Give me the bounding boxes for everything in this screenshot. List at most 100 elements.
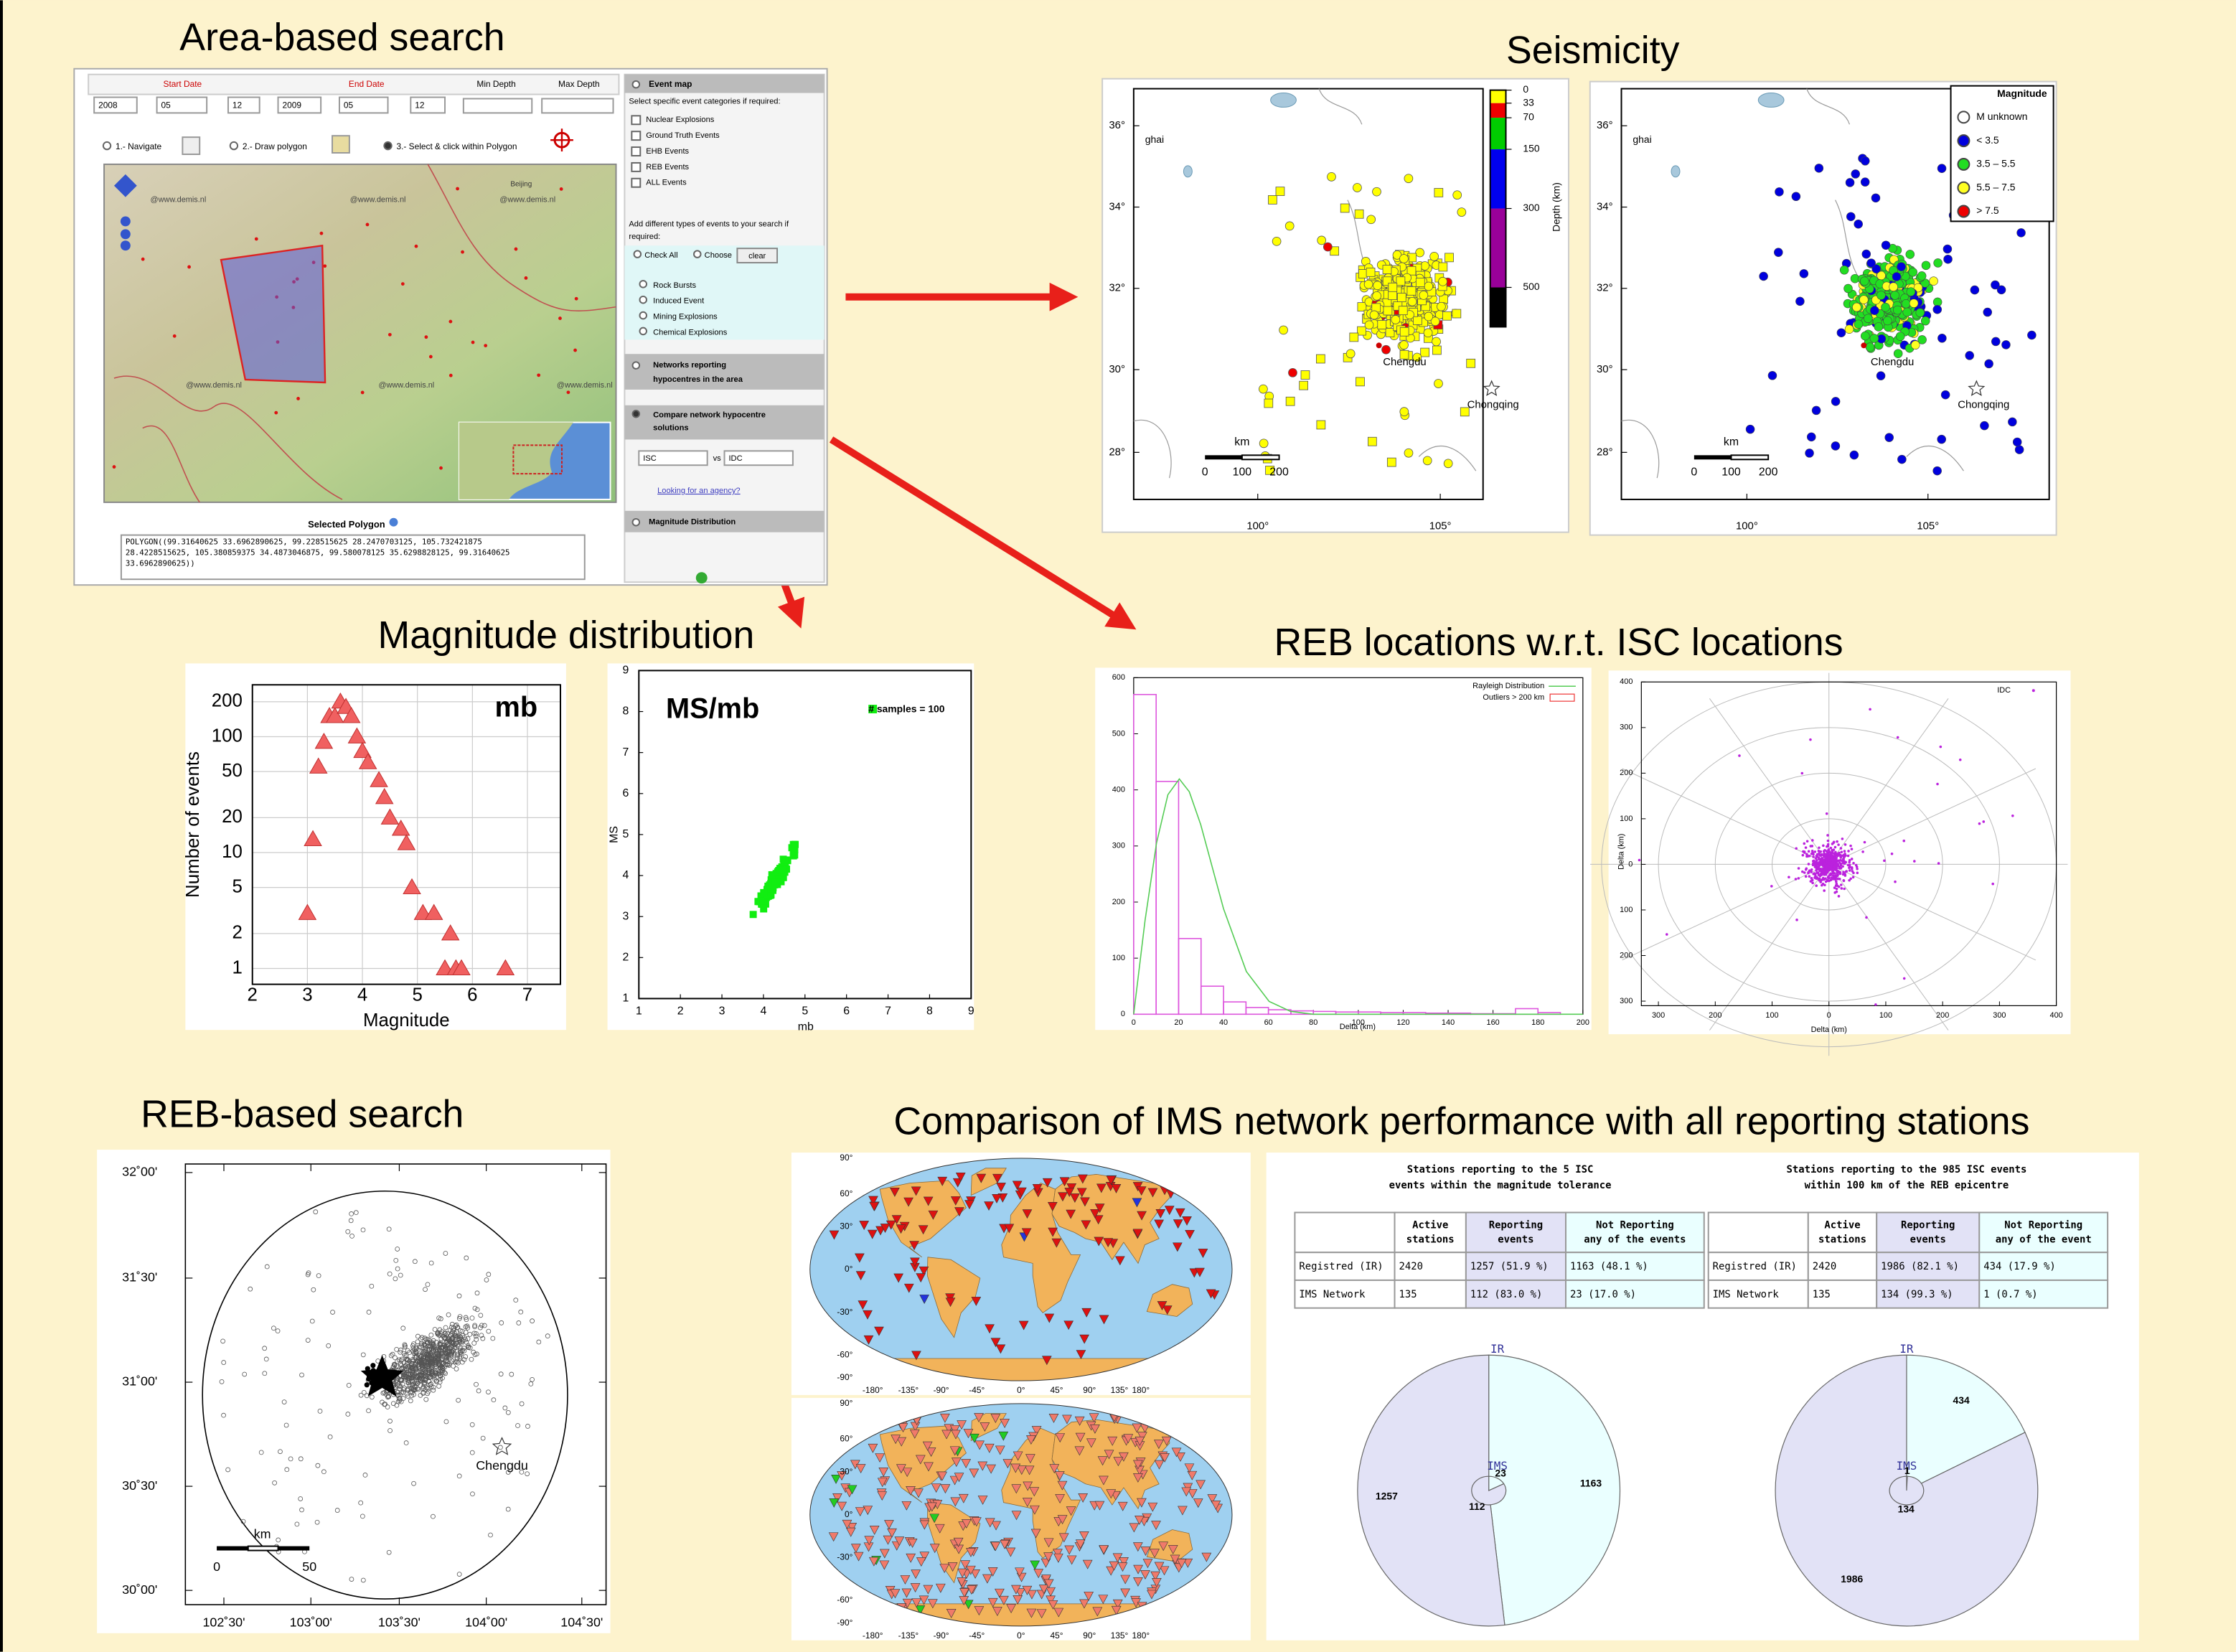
radio[interactable] [633, 519, 640, 526]
location-dot [1847, 850, 1850, 853]
table-cell [1295, 1213, 1394, 1253]
radio[interactable] [230, 142, 238, 149]
location-dot [1815, 855, 1818, 858]
checkbox[interactable] [631, 147, 640, 156]
map-event [439, 466, 443, 470]
location-dot [1818, 865, 1821, 868]
x-axis-label: Magnitude [363, 1010, 450, 1031]
location-dot [1837, 843, 1840, 846]
label: Networks reporting [653, 361, 726, 370]
legend-label: 5.5 – 7.5 [1976, 181, 2015, 192]
location-dot [1847, 855, 1850, 858]
label: solutions [653, 423, 688, 432]
y-axis-label: MS [609, 826, 621, 843]
event-circle [1903, 308, 1912, 316]
event-circle [1400, 408, 1409, 416]
table-cell-text: 434 (17.9 %) [1983, 1261, 2055, 1272]
location-dot [1841, 837, 1844, 840]
table-cell [1808, 1213, 1876, 1253]
event-circle [1775, 187, 1783, 196]
map-event [448, 320, 452, 324]
event-square [1268, 195, 1277, 204]
radio[interactable] [694, 250, 701, 258]
event-circle [1882, 303, 1890, 311]
lat-tick-label: 30° [1597, 364, 1613, 375]
lat-tick-label: 31˚30' [122, 1270, 157, 1285]
label: IDC [728, 454, 742, 463]
text-input[interactable] [542, 99, 613, 113]
radio[interactable] [633, 81, 640, 88]
map-event [366, 222, 370, 226]
y-tick-label: 4 [623, 869, 629, 881]
location-dot [1826, 845, 1828, 848]
y-tick-label: 300 [1112, 842, 1125, 850]
sample-square [760, 889, 767, 896]
event-circle [1941, 390, 1950, 399]
radio[interactable] [634, 250, 642, 258]
text-input[interactable] [464, 99, 532, 113]
map-event [429, 355, 433, 359]
checkbox[interactable] [631, 179, 640, 187]
colorbar-band [1490, 209, 1506, 288]
y-tick-label: 100 [1620, 815, 1633, 823]
map-event [274, 411, 278, 415]
location-dot [1831, 852, 1833, 855]
lon-tick-label: -180° [863, 1385, 883, 1395]
map-event [255, 238, 258, 241]
event-circle [1876, 291, 1885, 300]
x-tick-label: 200 [1936, 1011, 1949, 1020]
agency-link[interactable]: Looking for an agency? [657, 487, 740, 495]
event-circle [1457, 208, 1466, 217]
scale-unit: km [254, 1526, 271, 1541]
y-tick-label: 400 [1620, 677, 1633, 686]
radio[interactable] [639, 328, 647, 335]
radio[interactable] [639, 296, 647, 304]
location-dot [1806, 840, 1809, 843]
lat-tick-label: -30° [837, 1552, 852, 1562]
event-circle [1965, 351, 1974, 360]
radio[interactable] [639, 312, 647, 319]
section-title: Magnitude distribution [378, 614, 755, 657]
chart-label: MS/mb [666, 693, 759, 725]
event-circle [1423, 456, 1432, 465]
checkbox[interactable] [631, 163, 640, 172]
y-tick-label: 200 [212, 691, 243, 711]
sample-square [781, 857, 788, 864]
map-event [567, 390, 570, 394]
radio[interactable] [639, 281, 647, 288]
radio[interactable] [633, 410, 640, 418]
location-dot [1834, 846, 1837, 849]
scale-tick-label: 0 [1691, 466, 1697, 478]
event-circle [1424, 282, 1433, 291]
location-dot [1841, 850, 1843, 853]
label: Magnitude Distribution [649, 518, 736, 527]
location-dot [1849, 869, 1851, 872]
event-circle [1807, 433, 1815, 441]
location-dot [1811, 845, 1814, 848]
event-circle [1892, 273, 1901, 281]
location-dot [1803, 851, 1806, 854]
event-circle [1851, 169, 1860, 178]
location-dot [1823, 889, 1826, 892]
location-dot [1982, 820, 1985, 823]
legend-marker [1958, 206, 1969, 217]
location-dot [1833, 875, 1836, 878]
sample-square [772, 879, 779, 886]
checkbox[interactable] [631, 131, 640, 140]
mode-label: 3.- Select & click within Polygon [396, 141, 517, 151]
radio[interactable] [384, 142, 391, 149]
radio[interactable] [633, 362, 640, 369]
x-tick-label: 60 [1264, 1018, 1273, 1027]
colorbar-band [1490, 118, 1506, 149]
radio[interactable] [103, 142, 111, 149]
event-square [1355, 210, 1363, 218]
label: Rock Bursts [653, 281, 696, 290]
colorbar-band [1490, 287, 1506, 327]
event-circle [1323, 243, 1332, 251]
location-dot [1818, 846, 1821, 849]
scale-tick-label: 200 [1759, 466, 1778, 478]
location-dot [1826, 834, 1829, 837]
event-circle [1897, 455, 1906, 464]
event-circle [1288, 368, 1297, 377]
checkbox[interactable] [631, 116, 640, 124]
